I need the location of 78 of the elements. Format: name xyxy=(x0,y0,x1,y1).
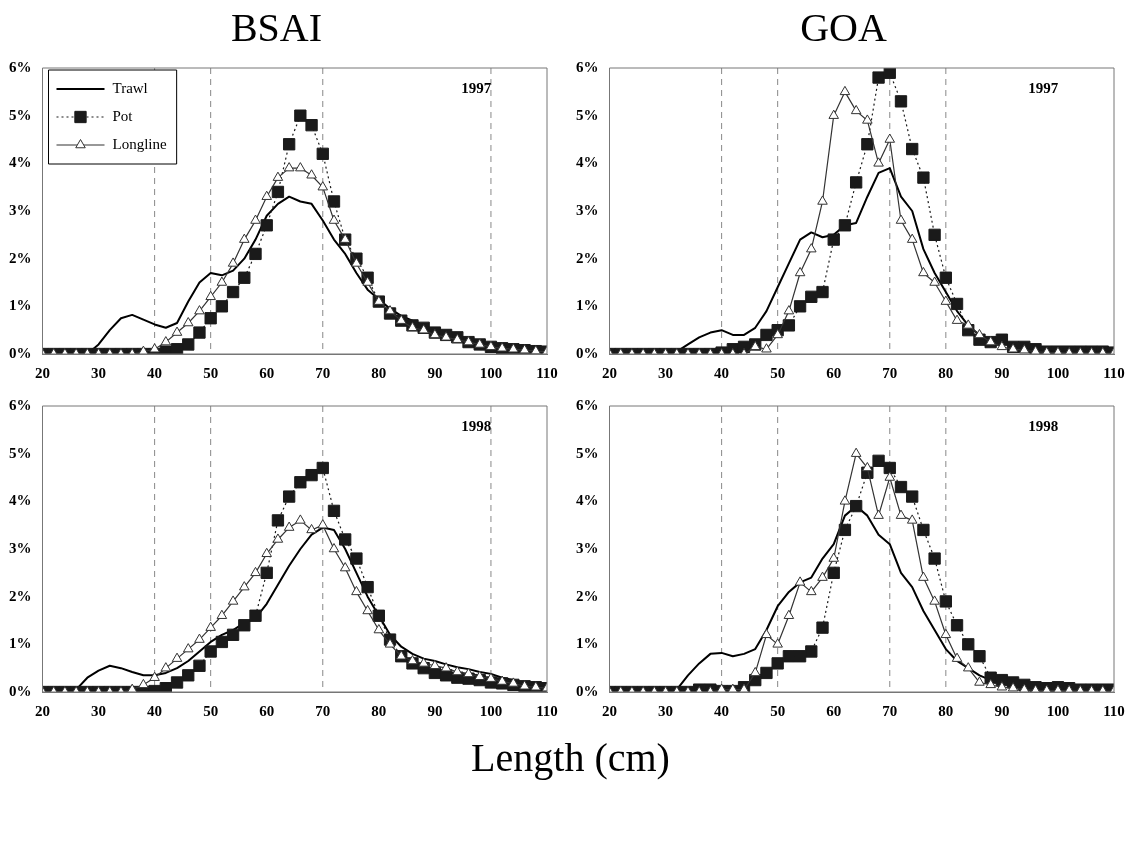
y-tick-label: 2% xyxy=(9,587,32,604)
x-tick-label: 90 xyxy=(994,702,1010,719)
x-tick-label: 110 xyxy=(536,702,558,719)
y-tick-label: 5% xyxy=(576,444,599,461)
y-tick-label: 0% xyxy=(576,682,599,699)
y-tick-label: 2% xyxy=(576,249,599,266)
y-tick-label: 1% xyxy=(576,297,599,314)
y-tick-label: 4% xyxy=(576,154,599,171)
y-tick-label: 5% xyxy=(9,444,32,461)
x-tick-label: 100 xyxy=(1046,364,1070,381)
x-tick-label: 20 xyxy=(35,364,50,381)
x-tick-label: 110 xyxy=(536,364,558,381)
x-tick-label: 80 xyxy=(938,364,954,381)
x-tick-label: 80 xyxy=(371,364,387,381)
x-tick-label: 40 xyxy=(147,702,163,719)
y-tick-label: 4% xyxy=(9,492,32,509)
y-tick-label: 5% xyxy=(9,106,32,123)
annotation: 1998 xyxy=(461,418,492,435)
y-tick-label: 0% xyxy=(576,344,599,361)
x-tick-label: 20 xyxy=(35,702,50,719)
x-tick-label: 60 xyxy=(259,364,275,381)
y-tick-label: 4% xyxy=(576,492,599,509)
y-tick-label: 6% xyxy=(576,396,599,413)
x-tick-label: 90 xyxy=(994,364,1010,381)
x-tick-label: 80 xyxy=(371,702,387,719)
y-tick-label: 0% xyxy=(9,344,32,361)
x-tick-label: 60 xyxy=(826,702,842,719)
chart-title: GOA xyxy=(800,4,887,50)
x-tick-label: 80 xyxy=(938,702,954,719)
y-tick-label: 1% xyxy=(9,635,32,652)
y-tick-label: 2% xyxy=(9,249,32,266)
x-tick-label: 40 xyxy=(714,364,730,381)
y-tick-label: 4% xyxy=(9,154,32,171)
y-tick-label: 3% xyxy=(9,201,32,218)
x-tick-label: 110 xyxy=(1103,702,1125,719)
x-axis-title: Length (cm) xyxy=(470,734,671,781)
x-tick-label: 110 xyxy=(1103,364,1125,381)
y-tick-label: 3% xyxy=(576,201,599,218)
x-tick-label: 90 xyxy=(427,702,443,719)
y-tick-label: 3% xyxy=(576,539,599,556)
x-tick-label: 60 xyxy=(826,364,842,381)
y-tick-label: 6% xyxy=(576,58,599,75)
y-tick-label: 6% xyxy=(9,58,32,75)
chart-title: BSAI xyxy=(230,4,323,50)
x-tick-label: 100 xyxy=(479,364,503,381)
x-tick-label: 50 xyxy=(770,364,786,381)
x-tick-label: 100 xyxy=(479,702,503,719)
x-tick-label: 40 xyxy=(147,364,163,381)
legend-label: Longline xyxy=(112,135,167,152)
annotation: 1998 xyxy=(1028,418,1059,435)
x-tick-label: 20 xyxy=(602,702,617,719)
y-tick-label: 0% xyxy=(9,682,32,699)
x-tick-label: 30 xyxy=(91,364,107,381)
y-tick-label: 5% xyxy=(576,106,599,123)
x-tick-label: 30 xyxy=(91,702,107,719)
x-tick-label: 30 xyxy=(658,364,674,381)
y-tick-label: 1% xyxy=(9,297,32,314)
x-tick-label: 50 xyxy=(203,364,219,381)
y-tick-label: 3% xyxy=(9,539,32,556)
x-tick-label: 50 xyxy=(770,702,786,719)
x-tick-label: 20 xyxy=(602,364,617,381)
x-tick-label: 70 xyxy=(315,702,331,719)
x-tick-label: 30 xyxy=(658,702,674,719)
x-tick-label: 70 xyxy=(882,702,898,719)
y-tick-label: 6% xyxy=(9,396,32,413)
annotation: 1997 xyxy=(1028,80,1059,97)
x-tick-label: 100 xyxy=(1046,702,1070,719)
x-tick-label: 50 xyxy=(203,702,219,719)
legend-label: Pot xyxy=(112,107,134,124)
y-tick-label: 2% xyxy=(576,587,599,604)
x-tick-label: 70 xyxy=(882,364,898,381)
x-tick-label: 60 xyxy=(259,702,275,719)
y-tick-label: 1% xyxy=(576,635,599,652)
x-tick-label: 40 xyxy=(714,702,730,719)
x-tick-label: 90 xyxy=(427,364,443,381)
x-tick-label: 70 xyxy=(315,364,331,381)
annotation: 1997 xyxy=(461,80,492,97)
legend-label: Trawl xyxy=(112,79,148,96)
